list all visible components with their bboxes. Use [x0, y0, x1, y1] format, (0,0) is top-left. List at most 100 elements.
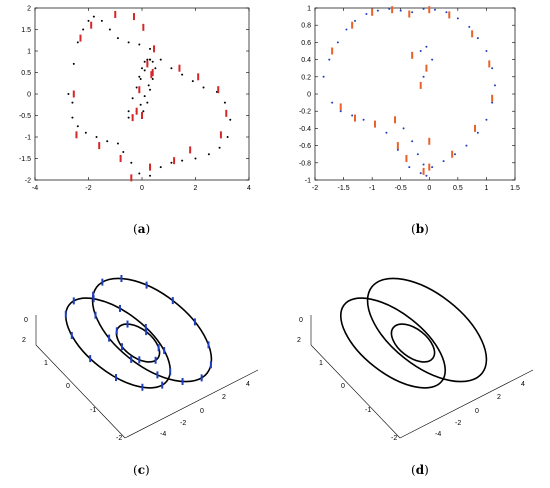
panel-a-series2-point — [138, 86, 141, 94]
panel-a-series1-point — [67, 93, 70, 95]
panel-a-series1-point — [151, 77, 154, 80]
panel-a-series1-point — [127, 110, 130, 113]
panel-c-marker — [64, 310, 67, 318]
panel-b-series1-point — [396, 148, 399, 151]
panel-b-xtick-label: 0.5 — [453, 185, 463, 192]
panel-b-series1-point — [408, 166, 411, 169]
panel-b-series2-point — [428, 137, 431, 145]
panel-a-series1-point — [194, 157, 197, 160]
panel-d-3d-chart: -4 -2 0 2 4 -2 -1 0 1 2 0 — [297, 277, 534, 442]
panel-c-xtick-label: 0 — [200, 408, 204, 415]
panel-c-marker — [138, 356, 141, 364]
panel-c-middle-curve — [64, 297, 172, 389]
panel-d-xtick-label: -4 — [435, 431, 441, 438]
panel-a-series1-point — [131, 97, 134, 100]
panel-a-series2-point — [217, 86, 220, 94]
panel-a-series2-point — [197, 73, 200, 81]
panel-b-series1-point — [422, 163, 425, 166]
panel-a-series1-point — [71, 116, 74, 119]
panel-d-xtick-label: 2 — [497, 394, 501, 401]
panel-a-series2-point — [132, 13, 135, 21]
panel-c-marker — [157, 344, 160, 352]
panel-c-marker — [121, 343, 124, 351]
panel-b-series2-point — [428, 6, 431, 14]
panel-b-chart: -2 -1.5 -1 -0.5 0 0.5 1 1.5 -1 -0.8 -0.6 -0.4 -0.2 0 0… — [299, 6, 520, 193]
panel-b-series1-point — [431, 58, 434, 61]
panel-b-series1-point — [425, 45, 428, 48]
panel-a-series1-point — [138, 43, 141, 46]
panel-b-series1-point — [345, 28, 348, 31]
panel-a-series1-point — [202, 86, 205, 89]
panel-c-marker — [145, 281, 148, 289]
panel-a-series1-point — [181, 159, 184, 162]
panel-b-series2-point — [354, 114, 356, 122]
panel-a-ytick-label: -0.5 — [19, 113, 31, 120]
panel-b-series1-point — [422, 7, 425, 10]
panel-d-ytick-label: -1 — [365, 407, 371, 414]
panel-c-marker — [156, 371, 159, 379]
panel-a-series1-point — [149, 174, 152, 177]
panel-c-xtick-label: -2 — [180, 420, 186, 427]
panel-a-series1-point — [84, 131, 87, 134]
panel-a-chart: -4 -2 0 2 4-2-1.5-1-0.500.511.52 — [19, 6, 251, 193]
panel-a-series2-point — [75, 131, 78, 139]
panel-b-series2-point — [391, 6, 394, 14]
panel-a-series1-point — [130, 161, 133, 164]
panel-c-ytick-label: -1 — [90, 407, 96, 414]
panel-b-series1-point — [425, 174, 428, 177]
panel-b-series1-point — [422, 75, 425, 78]
panel-c-axes — [35, 315, 259, 439]
panel-a-series2-point — [114, 10, 117, 18]
panel-b-series1-point — [411, 140, 414, 143]
panel-c-marker — [145, 328, 148, 336]
panel-a-series2-point — [173, 157, 176, 165]
panel-a-series1-point — [159, 166, 162, 169]
panel-d-ytick-label: -2 — [391, 435, 397, 442]
panel-d-xtick-label: 0 — [475, 408, 479, 415]
panel-b-series1-point — [491, 101, 494, 104]
panel-a-xtick-label: -2 — [85, 185, 91, 192]
panel-b-series1-point — [419, 50, 422, 52]
panel-c-marker — [89, 355, 92, 363]
panel-a-series2-point — [79, 34, 82, 42]
panel-b-xtick-label: 1 — [484, 185, 488, 192]
panel-b-series2-point — [491, 94, 494, 102]
panel-b-series2-point — [425, 64, 428, 72]
panel-b-series2-point — [422, 167, 425, 175]
panel-b-series1-point — [416, 153, 419, 156]
panel-b-series1-point — [485, 50, 488, 52]
panel-c-ytick-label: -2 — [116, 435, 122, 442]
panel-b-series2-point — [419, 81, 422, 89]
panel-c-xtick-label: 4 — [246, 381, 250, 388]
panel-d-ztick-label: 0 — [299, 317, 303, 324]
caption-a: (a) — [133, 222, 150, 236]
panel-d-middle-curve — [339, 297, 447, 389]
panel-a-series2-point — [119, 155, 122, 162]
panel-a-series1-point — [141, 67, 143, 70]
panel-a-series2-point — [153, 45, 156, 53]
panel-c-ytick-label: 1 — [44, 360, 48, 367]
panel-a-series1-point — [92, 15, 95, 18]
panel-b-series1-point — [331, 101, 334, 104]
panel-a-series1-point — [170, 67, 173, 70]
panel-a-series1-point — [72, 62, 75, 65]
panel-b-ytick-label: 0 — [307, 92, 311, 99]
panel-c-marker — [163, 347, 166, 355]
panel-a-series2-point — [131, 114, 134, 122]
panel-c-marker — [181, 377, 184, 385]
panel-c-marker — [169, 368, 172, 376]
panel-b-series1-point — [456, 17, 459, 20]
panel-a-series1-point — [149, 88, 152, 91]
panel-a-ytick-label: -2 — [25, 178, 31, 185]
panel-b-ytick-label: -0.8 — [299, 160, 311, 167]
panel-a-series1-point — [138, 75, 141, 78]
panel-a-series2-point — [225, 109, 228, 117]
panel-c-x-axis — [124, 369, 259, 439]
panel-a-series1-point — [154, 67, 157, 70]
panel-b-series1-point — [362, 118, 365, 121]
panel-c-marker — [130, 355, 133, 363]
panel-c-marker — [72, 297, 75, 305]
panel-a-series1-point — [147, 84, 150, 87]
panel-a-series1-point — [142, 110, 145, 113]
panel-c-marker — [92, 291, 95, 299]
